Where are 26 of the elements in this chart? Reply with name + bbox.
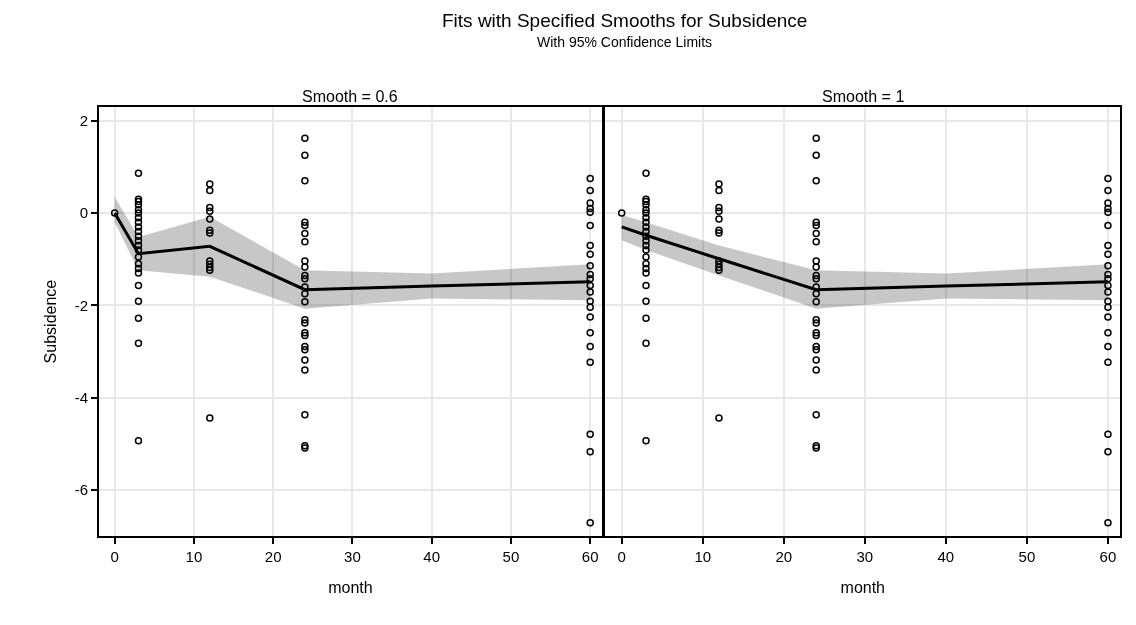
x-tick-label: 30	[856, 548, 874, 565]
y-tick-label: -4	[74, 388, 89, 406]
x-tick-label: 10	[185, 548, 203, 565]
y-tick-label: -6	[74, 481, 89, 499]
x-tick-label: 50	[502, 548, 520, 565]
x-tick-label: 40	[937, 548, 955, 565]
x-tick-label: 60	[1099, 548, 1117, 565]
x-tick-label: 50	[1018, 548, 1036, 565]
y-axis-title: Subsidence	[42, 279, 60, 364]
x-tick-label: 0	[617, 548, 626, 565]
text: Smooth = 1	[822, 88, 905, 105]
text: Smooth = 0.6	[302, 88, 398, 105]
chart-subtitle: With 95% Confidence Limits	[537, 34, 713, 50]
x-tick-label: 60	[581, 548, 599, 565]
x-tick-label: 40	[423, 548, 441, 565]
y-tick-label: 2	[79, 111, 89, 129]
x-tick-label: 20	[775, 548, 793, 565]
y-tick-label: -2	[74, 296, 89, 314]
x-tick-label: 0	[110, 548, 119, 565]
chart-title: Fits with Specified Smooths for Subsidence	[442, 10, 808, 31]
x-axis-title: month	[840, 579, 886, 597]
y-tick-label: 0	[79, 204, 89, 222]
x-tick-label: 20	[264, 548, 282, 565]
x-tick-label: 30	[344, 548, 361, 565]
x-axis-title: month	[328, 579, 373, 597]
x-tick-label: 10	[694, 548, 712, 565]
